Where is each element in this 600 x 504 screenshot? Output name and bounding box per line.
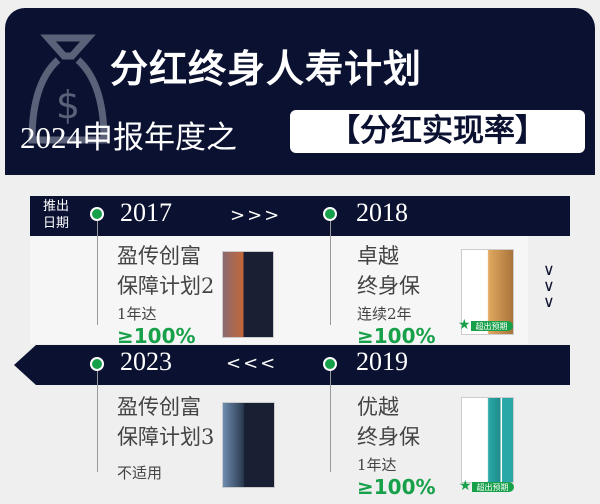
timeline-dot: [323, 207, 337, 221]
realization-rate: ≥100%: [357, 324, 436, 348]
product-name: 保障计划2: [117, 274, 215, 298]
product-name: 终身保: [357, 425, 420, 449]
year-2019: 2019: [356, 347, 408, 376]
year-2023: 2023: [120, 347, 172, 376]
forward-arrows: >>>: [230, 205, 282, 226]
rate-note: 连续2年: [357, 305, 412, 323]
star-icon: ★: [458, 317, 471, 333]
product-2017: 盈传创富 保障计划2 1年达 ≥100%: [117, 241, 214, 348]
timeline-line: [97, 220, 98, 325]
chevron-down-icon: ∨: [543, 260, 555, 279]
timeline-dot: [323, 357, 337, 371]
chevron-down-icon: ∨: [543, 276, 555, 295]
realization-rate: ≥100%: [357, 475, 436, 499]
timeline-line: [330, 220, 331, 325]
brochure-image: [222, 402, 275, 488]
product-name: 卓越: [357, 244, 399, 268]
rate-note: 不适用: [117, 464, 163, 482]
year-2018: 2018: [356, 198, 408, 227]
product-2023: 盈传创富 保障计划3 不适用: [117, 392, 214, 483]
product-name: 盈传创富: [117, 244, 201, 268]
svg-text:$: $: [56, 83, 80, 127]
page-title: 分红终身人寿计划: [110, 46, 423, 91]
timeline-band-top: [30, 196, 570, 236]
timeline-dot: [90, 357, 104, 371]
down-arrows: ∨ ∨ ∨: [543, 262, 555, 310]
back-arrows: <<<: [226, 353, 278, 374]
band-arrow-tip: [14, 345, 36, 385]
star-icon: ★: [459, 478, 472, 494]
year-2017: 2017: [120, 198, 172, 227]
rate-note: 1年达: [357, 456, 397, 474]
exceed-badge: ★ 超出预期: [459, 478, 514, 494]
timeline-band-bottom: [36, 345, 570, 385]
timeline-line: [97, 370, 98, 472]
timeline-card: [30, 236, 528, 344]
brochure-image: [222, 251, 274, 338]
timeline-line: [330, 370, 331, 472]
exceed-badge: ★ 超出预期: [458, 317, 513, 333]
highlight-pill: 【分红实现率】: [290, 110, 585, 153]
money-bag-icon: $: [28, 34, 108, 144]
subtitle: 2024申报年度之: [20, 120, 237, 155]
product-name: 保障计划3: [117, 425, 215, 449]
product-2018: 卓越 终身保 连续2年 ≥100%: [357, 241, 436, 348]
realization-rate: ≥100%: [117, 324, 196, 348]
chevron-down-icon: ∨: [543, 292, 555, 311]
rate-note: 1年达: [117, 305, 157, 323]
product-name: 盈传创富: [117, 395, 201, 419]
product-name: 优越: [357, 395, 399, 419]
product-2019: 优越 终身保 1年达 ≥100%: [357, 392, 436, 499]
product-name: 终身保: [357, 274, 420, 298]
launch-date-label: 推出日期: [43, 199, 70, 231]
timeline-dot: [90, 207, 104, 221]
brochure-image: [461, 397, 514, 483]
